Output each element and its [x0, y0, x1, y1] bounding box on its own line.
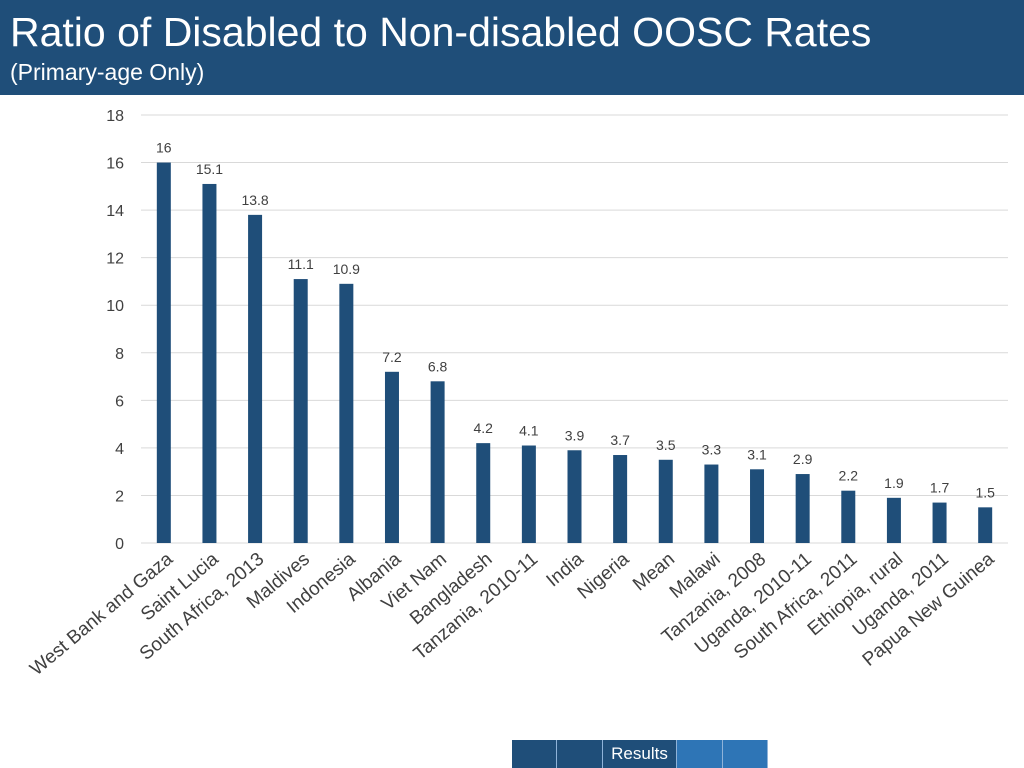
data-label: 6.8	[428, 358, 448, 374]
y-tick-label: 6	[115, 393, 124, 410]
slide-title: Ratio of Disabled to Non-disabled OOSC R…	[10, 9, 872, 55]
data-label: 1.5	[975, 484, 995, 500]
y-tick-label: 8	[115, 346, 124, 363]
bar	[521, 445, 536, 543]
bar	[156, 162, 171, 544]
bar	[932, 502, 947, 543]
slide-subtitle: (Primary-age Only)	[10, 59, 205, 85]
nav-segment-4[interactable]	[677, 740, 723, 768]
data-label: 16	[156, 140, 172, 156]
navigation-bar: Results	[512, 740, 768, 768]
y-tick-label: 2	[115, 488, 124, 505]
data-label: 2.9	[793, 451, 813, 467]
nav-segment-2[interactable]	[557, 740, 603, 768]
bar	[430, 381, 445, 543]
data-label: 3.5	[656, 437, 676, 453]
y-tick-label: 16	[106, 156, 124, 173]
bar	[613, 455, 628, 543]
data-label: 3.9	[565, 427, 585, 443]
data-label: 7.2	[382, 349, 402, 365]
data-label: 13.8	[241, 192, 268, 208]
data-label: 1.9	[884, 475, 904, 491]
data-label: 11.1	[288, 256, 314, 272]
bar	[202, 183, 217, 543]
data-label: 2.2	[839, 468, 859, 484]
data-label: 3.7	[610, 432, 630, 448]
bar	[476, 443, 491, 543]
y-tick-label: 4	[115, 441, 124, 458]
data-label: 3.3	[702, 442, 722, 458]
bar	[658, 459, 673, 543]
y-tick-label: 0	[115, 536, 124, 553]
y-tick-label: 14	[106, 203, 124, 220]
bar	[384, 371, 399, 543]
nav-results-button[interactable]: Results	[602, 740, 678, 768]
bar	[339, 283, 354, 543]
y-tick-label: 18	[106, 108, 124, 125]
bar	[293, 279, 308, 543]
bar	[750, 469, 765, 543]
data-label: 10.9	[333, 261, 360, 277]
data-label: 1.7	[930, 480, 950, 496]
data-label: 3.1	[747, 446, 767, 462]
nav-segment-1[interactable]	[512, 740, 558, 768]
y-tick-label: 12	[106, 251, 124, 268]
bar	[704, 464, 719, 543]
data-label: 15.1	[196, 161, 223, 177]
x-tick-label: Nigeria	[574, 548, 634, 603]
data-label: 4.1	[519, 423, 539, 439]
bar	[567, 450, 582, 543]
title-banner: Ratio of Disabled to Non-disabled OOSC R…	[0, 0, 1024, 95]
data-label: 4.2	[474, 420, 494, 436]
bar	[978, 507, 993, 543]
bar	[841, 490, 856, 543]
bar	[248, 214, 263, 543]
nav-segment-5[interactable]	[722, 740, 768, 768]
bar	[886, 497, 901, 543]
bar	[795, 474, 810, 543]
y-tick-label: 10	[106, 298, 124, 315]
